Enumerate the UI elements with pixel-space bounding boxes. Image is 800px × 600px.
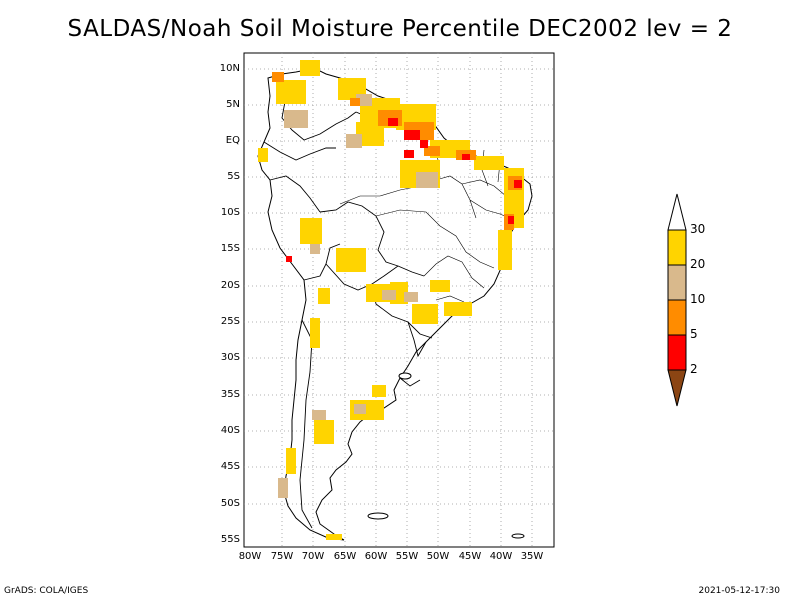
lat-label: 5S: [227, 171, 240, 182]
lon-label: 40W: [489, 551, 513, 562]
lon-label: 45W: [458, 551, 482, 562]
footer-credit: GrADS: COLA/IGES: [4, 586, 89, 596]
colorbar-label: 30: [690, 222, 706, 236]
footer-timestamp: 2021-05-12-17:30: [698, 586, 781, 596]
colorbar-label: 2: [690, 362, 698, 376]
lon-label: 65W: [333, 551, 357, 562]
lon-label: 75W: [270, 551, 294, 562]
colorbar-2-5: [667, 334, 687, 371]
colorbar-10-20: [667, 264, 687, 301]
colorbar-label: 10: [690, 292, 706, 306]
islands: [367, 372, 525, 539]
lat-label: 10N: [219, 63, 240, 74]
lat-label: 10S: [220, 207, 240, 218]
lon-label: 35W: [520, 551, 544, 562]
colorbar-above-30: [667, 193, 687, 231]
lat-label: 35S: [220, 389, 240, 400]
lat-label: 50S: [220, 498, 240, 509]
lat-label: 15S: [220, 243, 240, 254]
colorbar-label: 20: [690, 257, 706, 271]
colorbar-below-2: [667, 369, 687, 407]
lon-label: 50W: [426, 551, 450, 562]
colorbar-5-10: [667, 299, 687, 336]
percentile-shading: [258, 60, 524, 540]
lat-label: 20S: [220, 280, 240, 291]
lon-label: 70W: [301, 551, 325, 562]
lon-label: 55W: [395, 551, 419, 562]
lat-label: 30S: [220, 352, 240, 363]
lat-label: 25S: [220, 316, 240, 327]
lon-label: 80W: [238, 551, 262, 562]
lat-label: 40S: [220, 425, 240, 436]
colorbar-20-30: [667, 229, 687, 266]
lat-label: EQ: [225, 135, 240, 146]
lon-label: 60W: [364, 551, 388, 562]
lat-label: 55S: [220, 534, 240, 545]
map-title: SALDAS/Noah Soil Moisture Percentile DEC…: [67, 16, 733, 42]
lat-label: 5N: [226, 99, 240, 110]
lat-label: 45S: [220, 461, 240, 472]
colorbar-label: 5: [690, 327, 698, 341]
colorbar: [667, 193, 687, 407]
